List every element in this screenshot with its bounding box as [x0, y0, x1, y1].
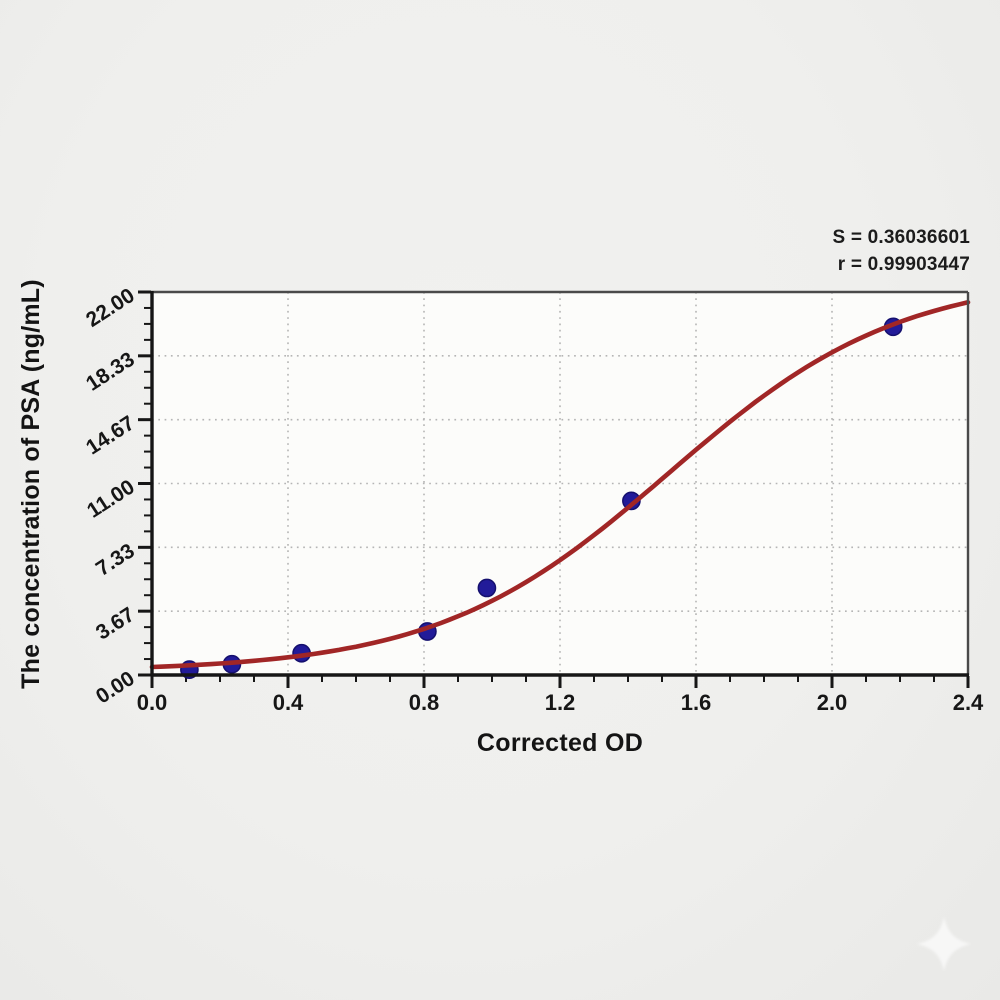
- y-tick-label: 22.00: [82, 284, 139, 332]
- y-tick-label: 14.67: [82, 412, 139, 460]
- x-tick-label: 0.0: [137, 690, 168, 715]
- y-axis-title: The concentration of PSA (ng/mL): [17, 279, 45, 689]
- data-point: [622, 491, 641, 511]
- x-tick-label: 0.8: [409, 690, 440, 715]
- y-tick-label: 0.00: [92, 667, 139, 709]
- data-point: [477, 578, 497, 598]
- y-tick-label: 18.33: [82, 348, 139, 396]
- x-tick-label: 1.2: [545, 690, 576, 715]
- x-tick-label: 2.4: [953, 690, 984, 715]
- fit-curve: [149, 300, 971, 670]
- x-tick-label: 1.6: [681, 690, 712, 715]
- y-tick-label: 11.00: [83, 475, 139, 522]
- s-value-text: S = 0.36036601: [832, 227, 970, 248]
- r-value-text: r = 0.99903447: [837, 254, 970, 275]
- y-tick-label: 3.67: [92, 603, 139, 645]
- y-tick-label: 7.33: [92, 539, 139, 581]
- sparkle-star-icon: [917, 917, 971, 971]
- x-tick-label: 0.4: [273, 690, 304, 715]
- x-tick-label: 2.0: [817, 690, 848, 715]
- x-axis-title: Corrected OD: [476, 729, 644, 757]
- fit-statistics: S = 0.36036601 r = 0.99903447: [832, 224, 970, 278]
